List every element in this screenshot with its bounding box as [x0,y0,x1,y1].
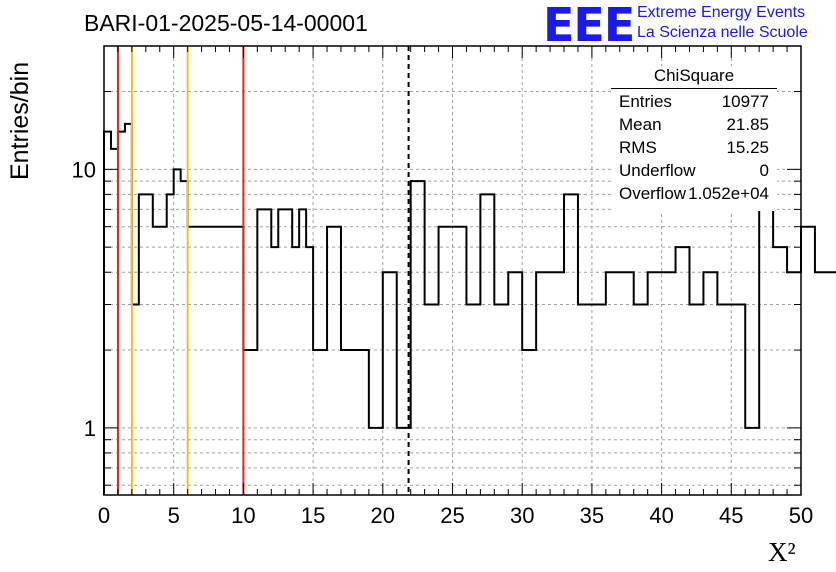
stats-row: RMS 15.25 [619,138,769,160]
x-tick-label: 45 [719,503,743,528]
stats-key: Entries [619,92,672,111]
x-tick-label: 5 [168,503,180,528]
stats-row: Entries 10977 [619,92,769,114]
x-tick-label: 20 [371,503,395,528]
stats-key: RMS [619,138,657,157]
logo-line-1: Extreme Energy Events [637,4,806,21]
stats-value: 21.85 [726,115,769,134]
stats-key: Overflow [619,184,687,203]
y-axis-label: Entries/bin [6,61,34,180]
stats-row: Mean 21.85 [619,115,769,137]
x-tick-label: 50 [789,503,813,528]
x-tick-label: 30 [510,503,534,528]
x-tick-label: 10 [231,503,255,528]
stats-key: Underflow [619,161,696,180]
stats-value: 1.052e+04 [688,184,769,203]
x-tick-label: 40 [649,503,673,528]
stats-value: 10977 [721,92,769,111]
stats-title: ChiSquare [653,66,735,85]
y-tick-label: 10 [72,157,96,182]
stats-key: Mean [619,115,662,134]
logo-line-2: La Scienza nelle Scuole [637,24,808,41]
x-axis-label: X² [768,537,796,567]
stats-box: ChiSquare Entries 10977 Mean 21.85 RMS 1… [611,66,777,211]
run-title: BARI-01-2025-05-14-00001 [84,10,368,36]
logo-mark: EEE [543,0,635,52]
x-tick-label: 25 [440,503,464,528]
stats-value: 15.25 [726,138,769,157]
x-tick-label: 0 [98,503,110,528]
histogram-line [103,122,836,495]
stats-row: Underflow 0 [619,161,769,183]
stats-row: Overflow 1.052e+04 [619,184,769,206]
stats-value: 0 [759,161,769,180]
y-tick-label: 1 [84,416,96,441]
x-tick-label: 15 [301,503,325,528]
eee-logo: EEE Extreme Energy Events La Scienza nel… [543,0,833,52]
x-tick-label: 35 [580,503,604,528]
stats-divider [611,88,777,89]
